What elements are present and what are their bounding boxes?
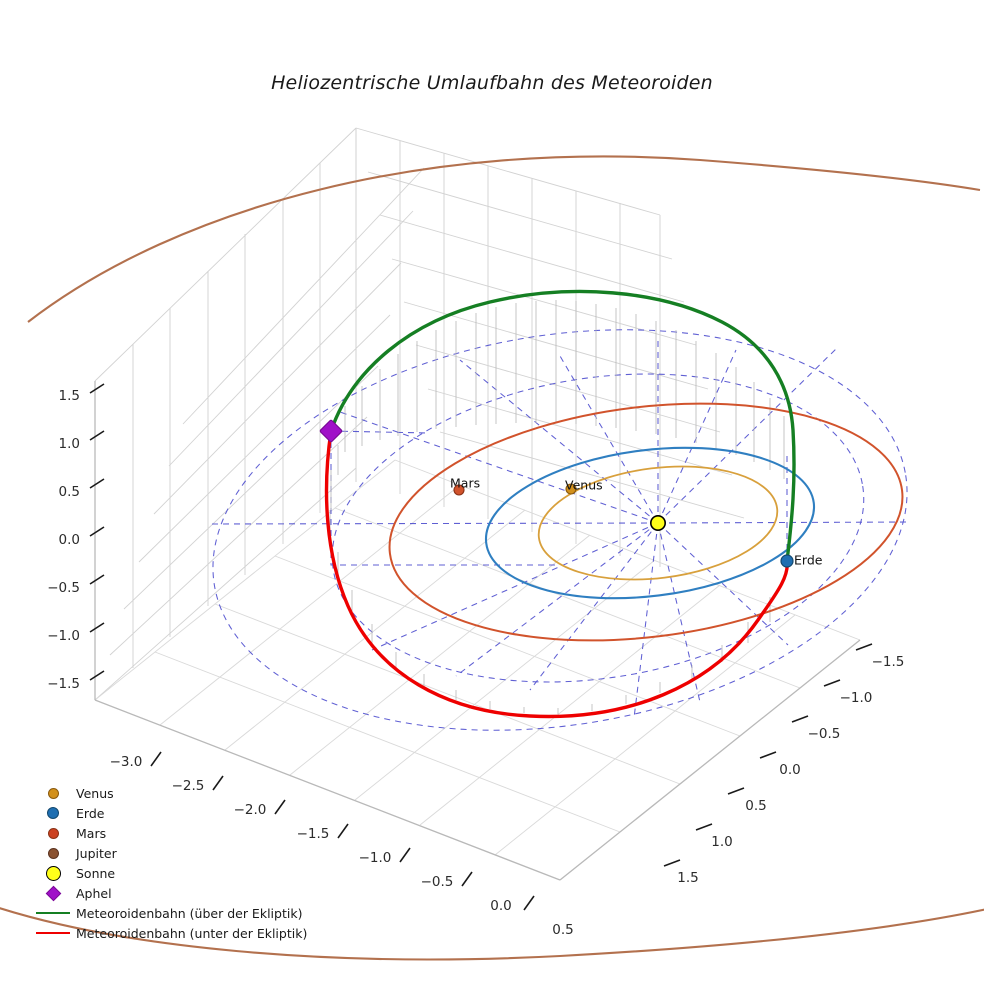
legend-item-venus[interactable]: Venus (30, 783, 307, 803)
circle-marker-icon (30, 865, 76, 881)
legend-item-orbit-above[interactable]: Meteoroidenbahn (über der Ekliptik) (30, 903, 307, 923)
ecliptic-projection (211, 329, 911, 731)
axis-spines (94, 381, 861, 881)
legend-label: Erde (76, 805, 105, 821)
orbit-venus (537, 465, 779, 581)
legend-item-erde[interactable]: Erde (30, 803, 307, 823)
z-tick: 0.5 (58, 484, 80, 500)
x-tick: −2.5 (171, 778, 205, 794)
z-tick: 1.0 (58, 436, 80, 452)
x-tick: −1.5 (296, 826, 330, 842)
x-tick: −3.0 (109, 754, 143, 770)
y-tick-marks (663, 643, 873, 867)
line-swatch-icon (30, 912, 76, 914)
legend-item-sonne[interactable]: Sonne (30, 863, 307, 883)
y-tick: 1.0 (711, 834, 733, 850)
legend-item-mars[interactable]: Mars (30, 823, 307, 843)
marker-aphel (319, 419, 343, 443)
x-tick: −0.5 (420, 874, 454, 890)
body-markers (319, 419, 794, 568)
legend-label: Meteoroidenbahn (unter der Ekliptik) (76, 925, 308, 941)
marker-venus (565, 483, 577, 495)
orbit-meteoroid-below (324, 429, 789, 719)
y-tick: −0.5 (807, 726, 841, 742)
marker-sonne (649, 514, 666, 531)
y-tick: 0.5 (745, 798, 767, 814)
legend-label: Aphel (76, 885, 112, 901)
legend-item-jupiter[interactable]: Jupiter (30, 843, 307, 863)
legend-label: Venus (76, 785, 114, 801)
axes-panes (89, 127, 873, 911)
marker-erde (780, 554, 794, 568)
legend-label: Sonne (76, 865, 116, 881)
orbit-stem-lines (329, 300, 785, 714)
circle-marker-icon (30, 787, 76, 799)
z-tick: 1.5 (58, 388, 80, 404)
diamond-marker-icon (30, 885, 76, 901)
sun-radial-spokes (211, 336, 911, 719)
y-tick: 1.5 (677, 870, 699, 886)
page-title: Heliozentrische Umlaufbahn des Meteoroid… (271, 72, 713, 94)
pane-xz-left (94, 127, 632, 701)
y-tick: −1.0 (839, 690, 873, 706)
x-tick: 0.5 (552, 922, 574, 938)
legend-item-aphel[interactable]: Aphel (30, 883, 307, 903)
x-tick-marks (150, 751, 535, 911)
orbit-mars (388, 402, 904, 642)
orbit-meteoroid-above (329, 289, 796, 563)
orbit-erde (484, 446, 816, 600)
annotation-venus: Venus (565, 477, 603, 493)
z-tick: −1.0 (47, 628, 80, 644)
z-tick-marks (89, 383, 105, 681)
line-swatch-icon (30, 932, 76, 934)
x-tick: −1.0 (358, 850, 392, 866)
legend-label: Jupiter (76, 845, 117, 861)
annotation-erde: Erde (794, 552, 823, 568)
legend-label: Mars (76, 825, 107, 841)
x-tick: 0.0 (490, 898, 512, 914)
marker-mars (453, 484, 465, 496)
circle-marker-icon (30, 847, 76, 859)
legend-item-orbit-below[interactable]: Meteoroidenbahn (unter der Ekliptik) (30, 923, 307, 943)
legend: Venus Erde Mars Jupiter Sonne (30, 783, 307, 943)
circle-marker-icon (30, 827, 76, 839)
circle-marker-icon (30, 807, 76, 819)
pane-yz-right (355, 127, 745, 567)
y-tick: −1.5 (871, 654, 905, 670)
z-tick: −1.5 (47, 676, 80, 692)
annotation-mars: Mars (450, 475, 481, 491)
z-tick: −0.5 (47, 580, 80, 596)
legend-label: Meteoroidenbahn (über der Ekliptik) (76, 905, 303, 921)
x-tick: −2.0 (233, 802, 267, 818)
y-tick: 0.0 (779, 762, 801, 778)
orbit-jupiter (0, 155, 984, 961)
z-tick: 0.0 (58, 532, 80, 548)
